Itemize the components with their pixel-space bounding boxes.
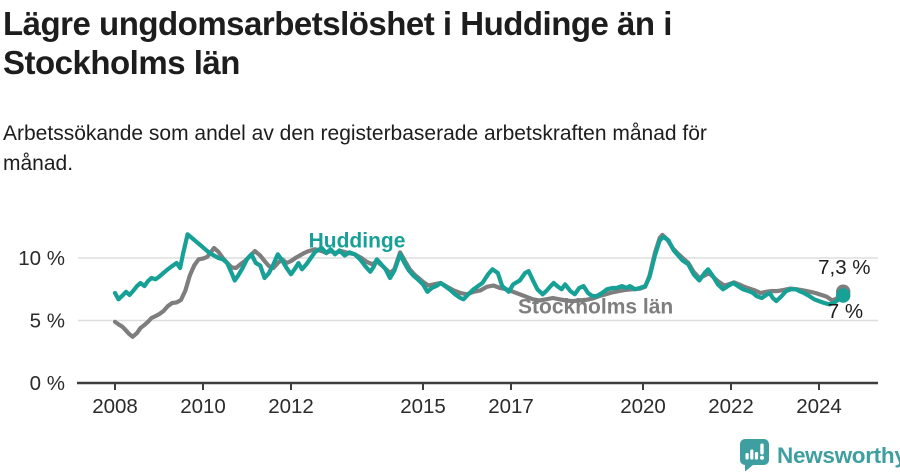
- x-tick-label-2017: 2017: [488, 395, 534, 418]
- subtitle-line-1: Arbetssökande som andel av den registerb…: [3, 122, 707, 145]
- y-tick-label-0: 0 %: [30, 372, 65, 395]
- brand-name: Newsworthy: [777, 442, 900, 468]
- x-tick-label-2020: 2020: [620, 395, 666, 418]
- chart-subtitle: Arbetssökande som andel av den registerb…: [3, 119, 863, 179]
- x-tick-label-2022: 2022: [708, 395, 754, 418]
- x-tick-label-2012: 2012: [268, 395, 314, 418]
- series-label-stockholms-län: Stockholms län: [518, 296, 673, 319]
- chart-header: Lägre ungdomsarbetslöshet i Huddinge än …: [3, 4, 883, 82]
- newsworthy-bubble-chart-icon: [740, 439, 769, 472]
- end-dot-huddinge: [836, 288, 851, 303]
- brand-footer: Newsworthy: [739, 439, 900, 472]
- title-line-1: Lägre ungdomsarbetslöshet i Huddinge än …: [3, 5, 672, 42]
- series-line-huddinge: [112, 232, 846, 307]
- y-tick-label-10: 10 %: [18, 247, 65, 270]
- line-chart: 2008 2010 2012 2015 2017 2020 2022 2024 0 % 5 % 10…: [0, 212, 900, 426]
- unemployment-line-chart: 2008 2010 2012 2015 2017 2020 2022 2024 0 % 5 % 10…: [18, 229, 878, 418]
- title-line-2: Stockholms län: [3, 44, 240, 81]
- x-tick-label-2010: 2010: [180, 395, 226, 418]
- subtitle-line-2: månad.: [3, 152, 74, 175]
- end-value-label-huddinge: 7 %: [828, 300, 863, 323]
- x-tick-label-2024: 2024: [796, 395, 842, 418]
- end-value-label-stockholms-län: 7,3 %: [818, 256, 870, 279]
- x-tick-label-2015: 2015: [400, 395, 446, 418]
- series-label-huddinge: Huddinge: [309, 229, 406, 252]
- y-tick-label-5: 5 %: [30, 310, 65, 333]
- page-title: Lägre ungdomsarbetslöshet i Huddinge än …: [3, 4, 883, 82]
- x-tick-label-2008: 2008: [92, 395, 138, 418]
